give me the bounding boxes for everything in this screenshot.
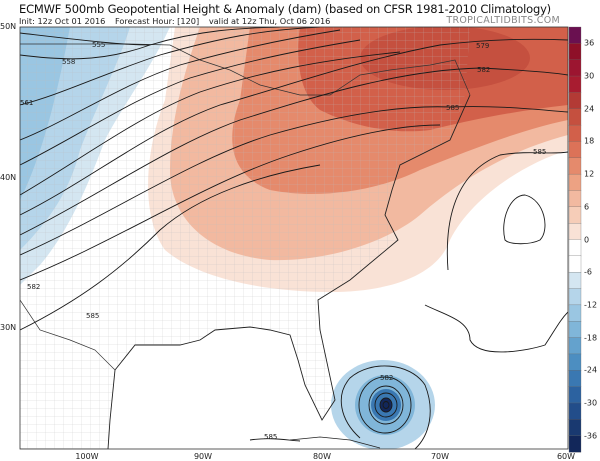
colorbar-bin [568, 272, 582, 289]
cuba [289, 436, 381, 449]
colorbar-tick-label: -12 [584, 300, 598, 310]
colorbar-tick-label: 30 [584, 71, 595, 81]
colorbar-tick-label: -18 [584, 333, 598, 343]
contour-label: 555 [92, 41, 105, 49]
height-contours [20, 27, 568, 449]
colorbar-tick-label: 6 [584, 202, 590, 212]
hurricane-anomaly-core [380, 398, 392, 412]
colorbar-bin [568, 223, 582, 240]
colorbar-bin [568, 255, 582, 273]
colorbar-bin [568, 190, 582, 208]
colorbar-bin [568, 157, 582, 175]
colorbar-bin [568, 239, 582, 257]
colorbar-bin [568, 402, 582, 420]
colorbar-bin [568, 353, 582, 371]
valid-time: valid at 12z Thu, Oct 06 2016 [208, 16, 331, 26]
contour-label: 585 [446, 104, 459, 112]
colorbar-bin [568, 370, 582, 388]
contour-label: 582 [477, 66, 490, 74]
contour-label: 585 [533, 148, 546, 156]
colorbar-bin [568, 108, 582, 126]
map-area: 555 558 561 582 585 579 582 585 585 582 … [20, 27, 568, 449]
colorbar [568, 26, 582, 453]
colorbar-bin [568, 435, 582, 453]
canada-border [20, 43, 471, 96]
map-title: ECMWF 500mb Geopotential Height & Anomal… [19, 2, 551, 16]
colorbar-bin [568, 419, 582, 437]
colorbar-tick-label: -24 [584, 365, 598, 375]
colorbar-tick-label: 24 [584, 104, 595, 114]
colorbar-bin [568, 59, 582, 77]
lat-label: 50N [0, 22, 17, 31]
colorbar-tick-label: 0 [584, 235, 590, 244]
contour-label: 558 [62, 58, 75, 66]
colorbar-bin [568, 206, 582, 224]
forecast-hour: Forecast Hour: [120] [115, 16, 200, 26]
mexico-border [20, 299, 116, 371]
colorbar-bin [568, 26, 582, 44]
lon-label: 60W [556, 452, 576, 461]
contour-label: 579 [476, 42, 489, 50]
colorbar-tick-label: 36 [584, 38, 595, 48]
colorbar-bin [568, 337, 582, 355]
init-time: Init: 12z Oct 01 2016 [19, 16, 106, 26]
contour-label: 582 [27, 283, 40, 291]
colorbar-bin [568, 386, 582, 404]
lon-label: 100W [75, 452, 99, 461]
colorbar-tick-label: -30 [584, 398, 598, 408]
lon-label: 80W [312, 452, 332, 461]
lon-label: 70W [430, 452, 450, 461]
contour-label: 585 [86, 312, 99, 320]
coastline [107, 94, 471, 449]
map-subtitle: Init: 12z Oct 01 2016 Forecast Hour: [12… [19, 16, 337, 26]
lon-label: 90W [193, 452, 213, 461]
contour-label: 561 [20, 99, 33, 107]
colorbar-bin [568, 304, 582, 322]
colorbar-tick-label: -6 [584, 267, 592, 277]
colorbar-bin [568, 124, 582, 142]
colorbar-bin [568, 43, 582, 61]
colorbar-bin [568, 92, 582, 110]
colorbar-bin [568, 288, 582, 306]
contour-label: 585 [264, 433, 277, 441]
lat-label: 30N [0, 323, 17, 332]
colorbar-bin [568, 75, 582, 93]
map-frame [19, 26, 569, 450]
watermark: TROPICALTIDBITS.COM [446, 15, 560, 26]
colorbar-bin [568, 173, 582, 191]
us-land-counties [20, 27, 470, 449]
colorbar-tick-label: 18 [584, 136, 595, 146]
colorbar-tick-label: 12 [584, 169, 595, 179]
contour-label: 582 [380, 374, 393, 382]
lat-label: 40N [0, 173, 17, 182]
colorbar-tick-label: -36 [584, 431, 598, 441]
colorbar-bin [568, 141, 582, 159]
colorbar-bin [568, 321, 582, 339]
